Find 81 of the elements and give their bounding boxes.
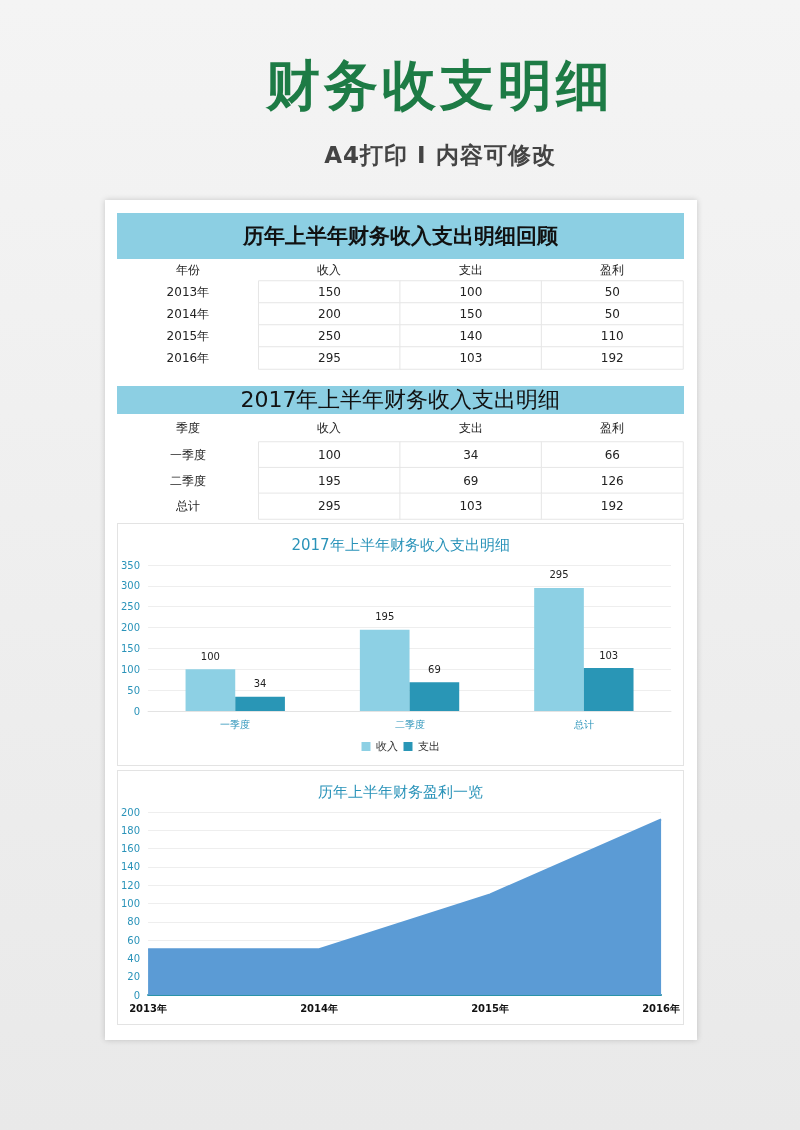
y-axis-title: 季度 [175,421,200,435]
y-tick-label: 一季度 [169,447,206,462]
bar [534,587,584,711]
data-label: 126 [600,473,624,488]
data-label: 140 [459,329,483,343]
y-tick-label: 100 [120,898,141,909]
bar [409,682,460,711]
data-label: 295 [549,569,569,581]
data-label: 150 [318,285,341,299]
data-label: 34 [253,678,267,690]
y-tick-label: 100 [120,663,141,675]
y-tick-label: 总计 [174,499,200,514]
x-tick-label: 2015年 [471,1002,510,1014]
data-label: 192 [600,499,624,514]
bar [185,669,236,711]
y-tick-label: 2013年 [166,285,210,299]
x-tick-label: 一季度 [220,718,251,730]
y-tick-label: 200 [120,622,141,634]
data-label: 295 [318,499,341,514]
y-tick-label: 40 [127,952,141,964]
x-tick-label: 2014年 [300,1002,339,1014]
data-label: 34 [463,447,479,462]
bar [235,696,285,711]
chart-title: 历年上半年财务收入支出明细回顾 [117,213,684,259]
y-tick-label: 250 [120,601,141,613]
y-tick-label: 80 [127,916,141,928]
x-tick-label: 盈利 [600,263,625,277]
y-tick-label: 2014年 [166,307,210,321]
text: 财务收支明细 [265,54,615,118]
chart-title: 2017年上半年财务收入支出明细 [291,535,510,554]
y-tick-label: 150 [120,642,141,654]
data-label: 200 [318,307,341,321]
y-axis-title: 年份 [175,263,200,277]
data-label: 69 [428,663,441,675]
data-label: 295 [318,351,341,365]
y-tick-label: 0 [133,705,141,717]
data-label: 192 [600,351,624,365]
legend-label: 收入 [375,740,398,753]
chart-title: 历年上半年财务盈利一览 [318,782,483,801]
y-tick-label: 180 [120,824,141,836]
data-label: 103 [459,351,483,365]
data-label: 195 [375,611,395,623]
data-label: 100 [200,650,220,662]
data-label: 250 [318,329,341,343]
x-tick-label: 收入 [317,263,342,277]
x-tick-label: 2016年 [642,1002,681,1014]
y-tick-label: 350 [120,559,141,571]
x-tick-label: 总计 [572,718,594,730]
y-tick-label: 0 [133,989,141,1001]
x-tick-label: 收入 [317,421,342,435]
data-label: 66 [604,447,620,462]
data-label: 69 [463,473,479,488]
bar [583,668,634,711]
data-label: 50 [604,285,620,299]
data-label: 100 [318,447,341,462]
chart-title: 2017年上半年财务收入支出明细 [117,386,684,414]
y-tick-label: 二季度 [169,473,206,488]
bar [359,629,410,711]
y-tick-label: 120 [120,879,141,891]
y-tick-label: 2015年 [166,329,210,343]
y-tick-label: 20 [127,971,141,983]
y-tick-label: 60 [127,934,141,946]
x-tick-label: 支出 [458,263,483,277]
y-tick-label: 200 [120,806,141,818]
y-tick-label: 50 [127,684,141,696]
data-label: 110 [600,329,624,343]
y-tick-label: 2016年 [166,351,210,365]
x-tick-label: 盈利 [600,421,625,435]
data-label: 103 [599,649,619,661]
text: A4打印 I 内容可修改 [323,141,557,170]
data-label: 150 [459,307,483,321]
data-label: 195 [318,473,341,488]
x-tick-label: 支出 [458,421,483,435]
data-label: 103 [459,499,483,514]
y-tick-label: 300 [120,580,141,592]
data-label: 100 [459,285,483,299]
y-tick-label: 160 [120,843,141,855]
data-label: 50 [604,307,620,321]
x-tick-label: 二季度 [394,718,425,730]
legend-label: 支出 [417,740,440,753]
y-tick-label: 140 [120,861,141,873]
